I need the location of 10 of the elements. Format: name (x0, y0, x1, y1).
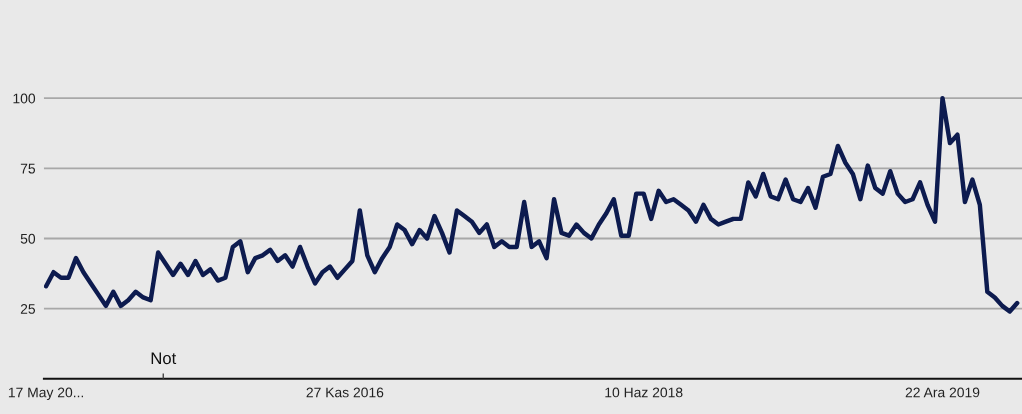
x-tick-label: 22 Ara 2019 (905, 387, 980, 398)
y-tick-label: 75 (20, 163, 36, 174)
x-tick-label: 17 May 20... (8, 387, 84, 401)
y-tick-label: 25 (20, 303, 36, 314)
x-tick-label: 27 Kas 2016 (306, 387, 384, 398)
x-tick-label: 10 Haz 2018 (605, 387, 683, 398)
annotation: Not (151, 352, 177, 365)
y-tick-label: 50 (20, 233, 36, 244)
line-series (43, 95, 1020, 314)
y-tick-label: 100 (13, 93, 36, 104)
